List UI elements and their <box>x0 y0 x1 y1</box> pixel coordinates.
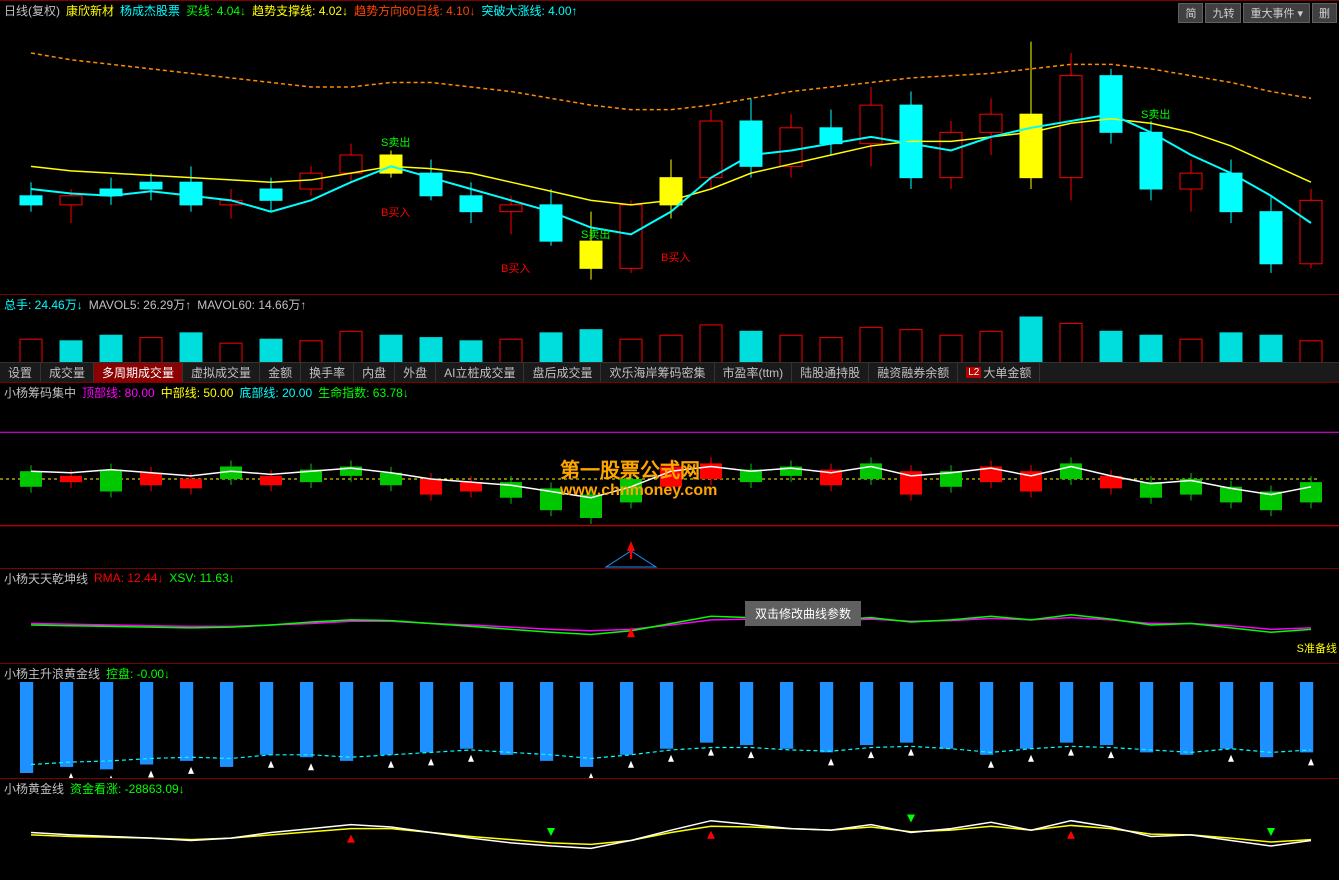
top-button[interactable]: 简 <box>1178 3 1203 23</box>
golden-wave-panel[interactable]: 小杨主升浪黄金线控盘: -0.00↓ <box>0 663 1339 778</box>
qiankun-panel[interactable]: 小杨天天乾坤线 RMA: 12.44↓ XSV: 11.63↓ 双击修改曲线参数 S准备… <box>0 568 1339 663</box>
indicator-tab[interactable]: 虚拟成交量 <box>183 363 260 382</box>
indicator-tab[interactable]: 市盈率(ttm) <box>715 363 793 382</box>
header-metric: 小杨主升浪黄金线 <box>4 665 100 682</box>
header-metric: 资金看涨: -28863.09↓ <box>70 780 185 797</box>
panel-header: 小杨天天乾坤线 RMA: 12.44↓ XSV: 11.63↓ <box>0 569 1339 587</box>
header-metric: 底部线: 20.00 <box>239 384 312 401</box>
trade-signal: S卖出 <box>1141 106 1170 122</box>
header-metric: 小杨天天乾坤线 <box>4 570 88 587</box>
side-label: S准备线 <box>1297 640 1337 656</box>
indicator-tab[interactable]: 融资融券余额 <box>869 363 958 382</box>
header-metric: 小杨筹码集中 <box>4 384 76 401</box>
watermark-url: www.chnmoney.com <box>560 482 717 500</box>
top-buttons: 简九转重大事件▾删 <box>1178 3 1337 23</box>
header-metric: MAVOL60: 14.66万↑ <box>197 296 306 313</box>
edit-params-tooltip[interactable]: 双击修改曲线参数 <box>745 601 861 626</box>
header-metric: 总手: 24.46万↓ <box>4 296 83 313</box>
watermark-title: 第一股票公式网 <box>560 454 700 483</box>
panel-header: 小杨筹码集中顶部线: 80.00 中部线: 50.00 底部线: 20.00 生命指数… <box>0 383 1339 401</box>
header-metric: 杨成杰股票 <box>120 2 180 19</box>
panel-header: 总手: 24.46万↓ MAVOL5: 26.29万↑ MAVOL60: 14.66… <box>0 295 1339 313</box>
panel-header: 日线(复权) 康欣新材杨成杰股票买线: 4.04↓ 趋势支撑线: 4.02↓ 趋势方向… <box>0 1 1339 19</box>
top-button[interactable]: 删 <box>1312 3 1337 23</box>
indicator-tab[interactable]: 多周期成交量 <box>94 363 183 382</box>
indicator-tab[interactable]: 内盘 <box>354 363 395 382</box>
indicator-tab[interactable]: L2大单金额 <box>958 363 1040 382</box>
header-metric: MAVOL5: 26.29万↑ <box>89 296 192 313</box>
trade-signal: B买入 <box>661 249 690 265</box>
header-metric: 趋势支撑线: 4.02↓ <box>252 2 348 19</box>
trade-signal: B买入 <box>501 260 530 276</box>
indicator-tab[interactable]: AI立桩成交量 <box>436 363 524 382</box>
trade-signal: S卖出 <box>381 134 410 150</box>
header-metric: 控盘: -0.00↓ <box>106 665 170 682</box>
header-metric: 趋势方向60日线: 4.10↓ <box>354 2 475 19</box>
header-metric: 日线(复权) <box>4 2 60 19</box>
panel-header: 小杨主升浪黄金线控盘: -0.00↓ <box>0 664 1339 682</box>
header-metric: 康欣新材 <box>66 2 114 19</box>
header-metric: RMA: 12.44↓ <box>94 571 163 585</box>
capital-panel[interactable]: 小杨黄金线资金看涨: -28863.09↓ <box>0 778 1339 879</box>
candlestick-panel[interactable]: 日线(复权) 康欣新材杨成杰股票买线: 4.04↓ 趋势支撑线: 4.02↓ 趋势方向… <box>0 0 1339 294</box>
header-metric: 小杨黄金线 <box>4 780 64 797</box>
volume-panel[interactable]: 总手: 24.46万↓ MAVOL5: 26.29万↑ MAVOL60: 14.66… <box>0 294 1339 382</box>
header-metric: 买线: 4.04↓ <box>186 2 246 19</box>
header-metric: 生命指数: 63.78↓ <box>318 384 409 401</box>
top-button[interactable]: 重大事件▾ <box>1243 3 1310 23</box>
header-metric: XSV: 11.63↓ <box>169 571 234 585</box>
top-button[interactable]: 九转 <box>1205 3 1241 23</box>
header-metric: 中部线: 50.00 <box>161 384 234 401</box>
header-metric: 顶部线: 80.00 <box>82 384 155 401</box>
indicator-tab[interactable]: 设置 <box>0 363 41 382</box>
trade-signal: B买入 <box>381 204 410 220</box>
indicator-tab[interactable]: 金额 <box>260 363 301 382</box>
trade-signal: S卖出 <box>581 226 610 242</box>
indicator-tab[interactable]: 欢乐海岸筹码密集 <box>601 363 714 382</box>
indicator-tab[interactable]: 换手率 <box>301 363 354 382</box>
indicator-tab[interactable]: 成交量 <box>41 363 94 382</box>
indicator-tab[interactable]: 陆股通持股 <box>792 363 869 382</box>
panel-header: 小杨黄金线资金看涨: -28863.09↓ <box>0 779 1339 797</box>
header-metric: 突破大涨线: 4.00↑ <box>481 2 577 19</box>
indicator-tab[interactable]: 盘后成交量 <box>524 363 601 382</box>
indicator-tabs: 设置成交量多周期成交量虚拟成交量金额换手率内盘外盘AI立桩成交量盘后成交量欢乐海… <box>0 362 1339 382</box>
indicator-tab[interactable]: 外盘 <box>395 363 436 382</box>
